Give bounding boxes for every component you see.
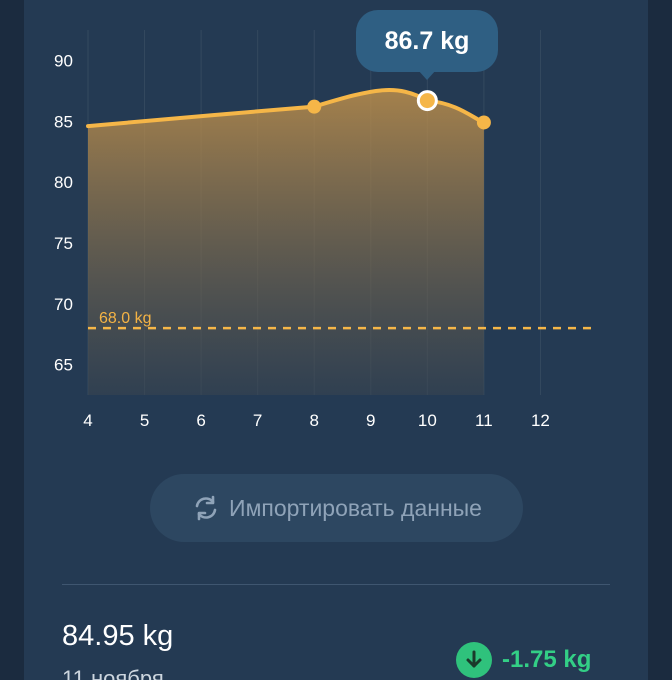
weight-change-value: -1.75 kg [502,646,592,673]
value-tooltip: 86.7 kg [356,10,498,72]
x-tick-label: 7 [253,411,262,430]
y-tick-label: 90 [54,51,73,70]
data-point [307,99,322,114]
x-tick-label: 5 [140,411,149,430]
x-tick-label: 10 [418,411,437,430]
tooltip-value: 86.7 kg [384,26,470,55]
y-tick-label: 70 [54,295,73,314]
y-axis-labels: 90 85 80 75 70 65 [54,51,73,374]
y-tick-label: 80 [54,173,73,192]
tooltip-arrow [418,70,436,80]
arrow-down-icon [456,642,492,678]
weight-chart[interactable]: 90 85 80 75 70 65 4 5 6 7 8 9 10 11 12 [0,0,672,460]
x-tick-label: 4 [83,411,92,430]
data-points [307,90,491,130]
x-tick-label: 9 [366,411,375,430]
x-tick-label: 12 [531,411,550,430]
x-tick-label: 8 [309,411,318,430]
import-data-button[interactable]: Импортировать данные [150,474,523,542]
import-data-label: Импортировать данные [229,494,482,521]
target-weight-label: 68.0 kg [99,310,152,327]
x-tick-label: 11 [475,411,493,430]
y-tick-label: 65 [54,356,73,375]
data-point [476,115,491,130]
weight-line [86,88,486,129]
weight-area [88,90,484,395]
divider [62,584,610,585]
y-tick-label: 75 [54,234,73,253]
y-tick-label: 85 [54,112,73,131]
sync-icon [191,493,221,523]
x-tick-label: 6 [196,411,205,430]
weight-change: -1.75 kg [456,642,591,678]
weight-date: 11 ноября [62,666,164,680]
x-axis-labels: 4 5 6 7 8 9 10 11 12 [83,411,550,430]
current-weight: 84.95 kg [62,620,174,652]
selected-data-point [416,90,438,112]
